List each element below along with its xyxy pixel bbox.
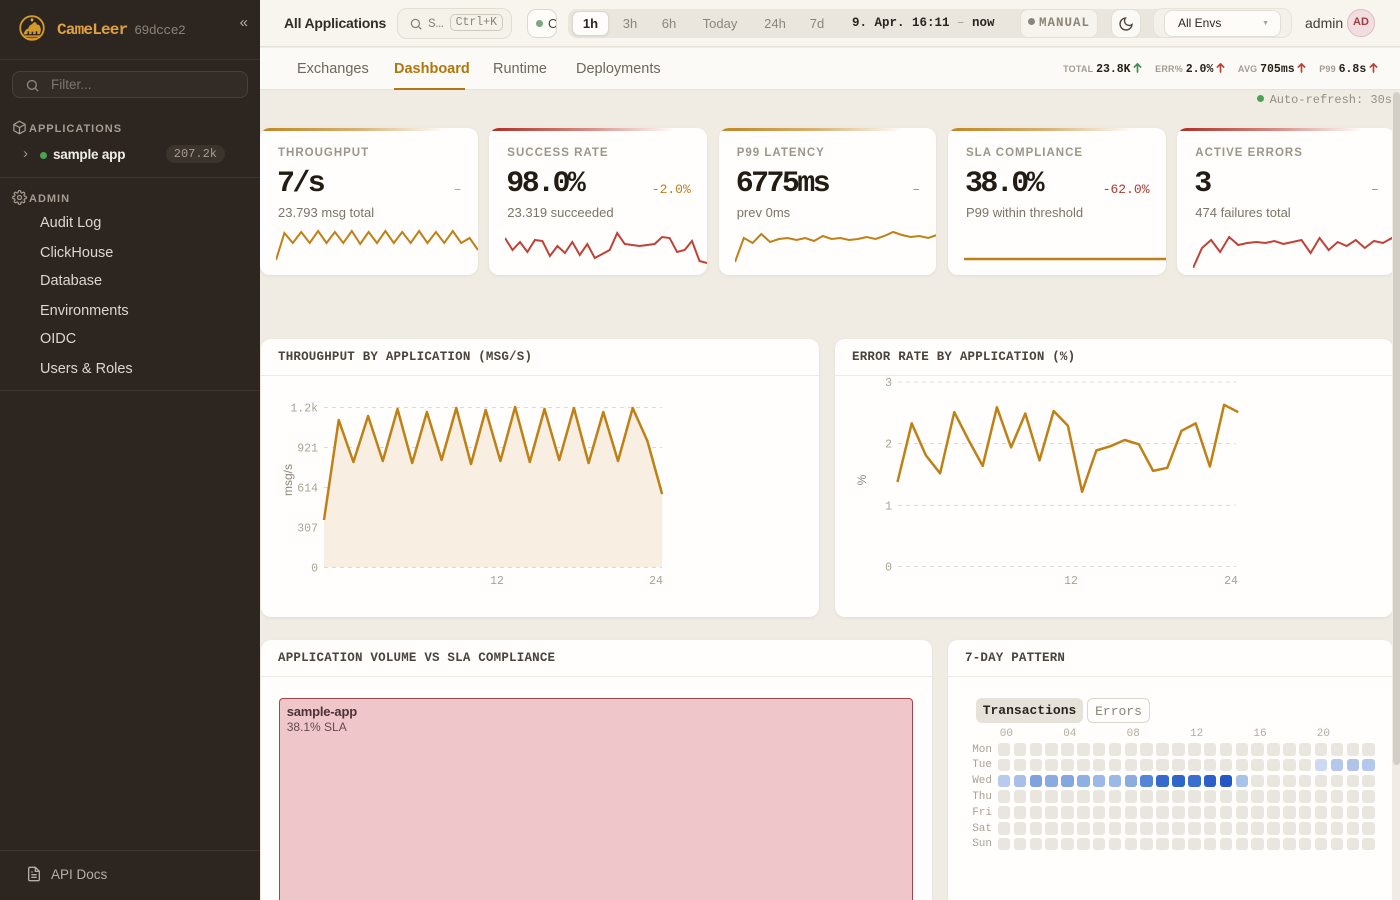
svg-text:0: 0 — [885, 562, 892, 575]
svg-text:msg/s: msg/s — [281, 464, 295, 496]
svg-text:12: 12 — [490, 575, 504, 588]
svg-text:307: 307 — [297, 523, 318, 536]
svg-text:24: 24 — [649, 575, 663, 588]
svg-text:3: 3 — [885, 377, 892, 390]
svg-text:1: 1 — [885, 500, 892, 513]
svg-text:0: 0 — [311, 563, 318, 576]
svg-text:24: 24 — [1224, 575, 1238, 588]
svg-text:12: 12 — [1064, 575, 1078, 588]
svg-text:1.2k: 1.2k — [290, 403, 318, 416]
svg-text:%: % — [855, 474, 869, 485]
svg-text:614: 614 — [297, 483, 318, 496]
svg-text:2: 2 — [885, 439, 892, 452]
svg-text:921: 921 — [297, 443, 318, 456]
